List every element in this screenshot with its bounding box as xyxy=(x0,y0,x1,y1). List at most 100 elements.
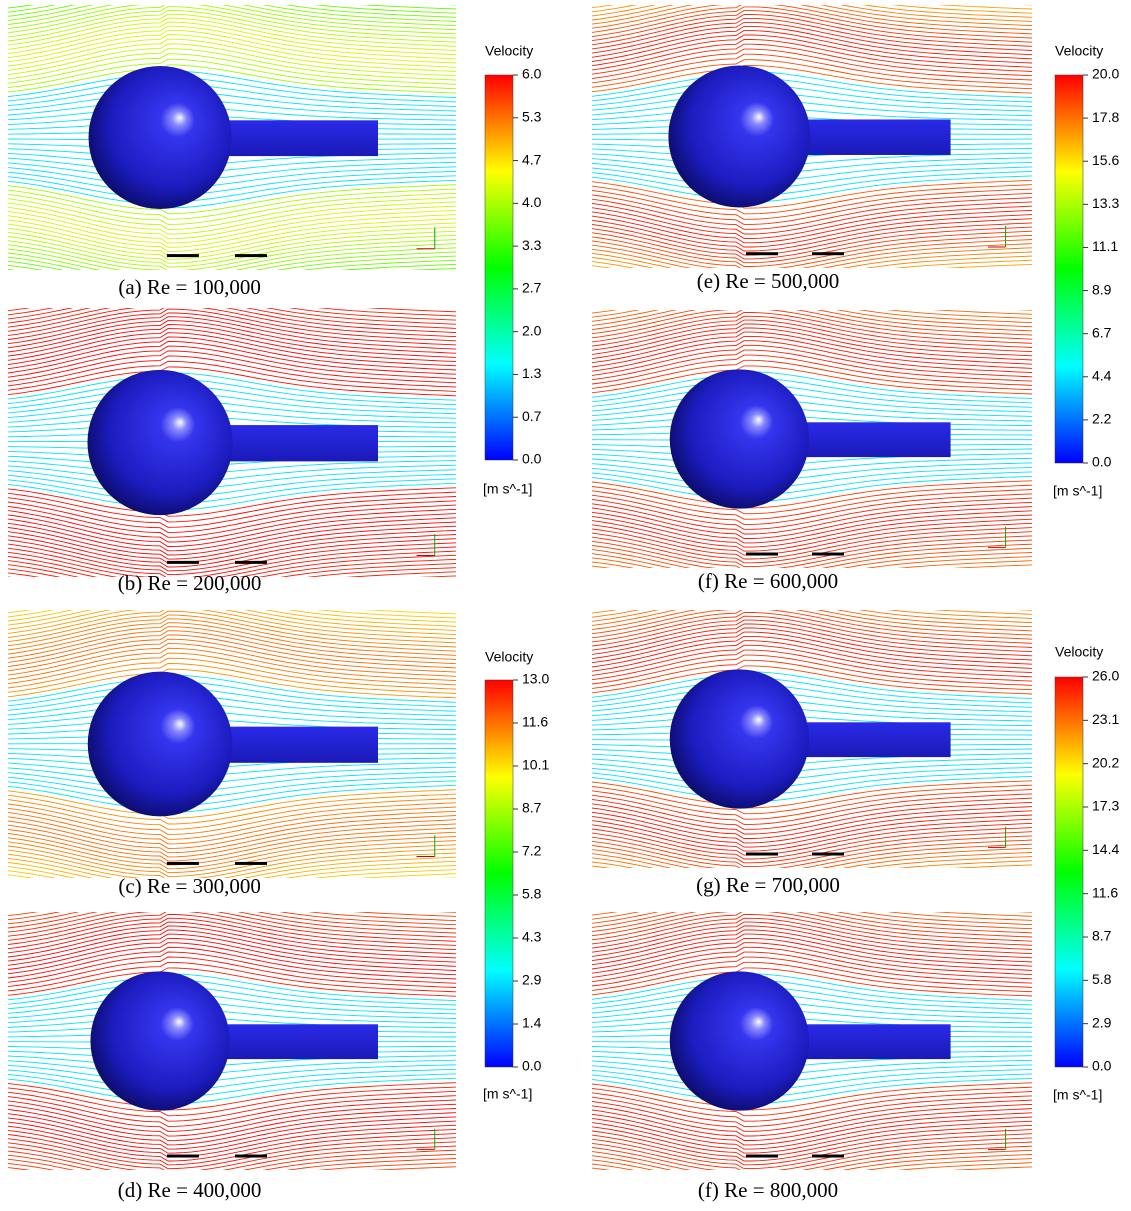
caption: (f) Re = 800,000 xyxy=(698,1178,838,1202)
colorbar-tick-label: 11.1 xyxy=(1092,238,1118,254)
colorbar-tick-label: 6.7 xyxy=(1092,324,1112,340)
colorbar-tick-label: 2.0 xyxy=(522,322,542,338)
scale-bar xyxy=(235,862,267,865)
sphere xyxy=(88,672,233,817)
scale-bar xyxy=(812,1155,844,1158)
sphere xyxy=(670,369,809,508)
colorbar-unit: [m s^-1] xyxy=(483,1086,532,1102)
sphere xyxy=(670,669,809,808)
colorbar-tick-label: 0.0 xyxy=(1092,1058,1112,1074)
scale-bar xyxy=(167,561,199,564)
colorbar-tick-label: 17.8 xyxy=(1092,109,1119,125)
scale-bar xyxy=(746,553,778,556)
colorbar-tick-label: 7.2 xyxy=(522,843,542,859)
scale-bar xyxy=(812,853,844,856)
colorbar xyxy=(1055,75,1083,463)
colorbar-tick-label: 8.9 xyxy=(1092,281,1112,297)
scale-bar xyxy=(812,252,844,255)
scale-bar xyxy=(235,1155,267,1158)
streamline-panel xyxy=(8,855,462,1206)
colorbar-tick-label: 4.3 xyxy=(522,929,542,945)
colorbar-tick-label: 5.8 xyxy=(522,886,542,902)
rod xyxy=(796,119,950,155)
colorbar-tick-label: 2.9 xyxy=(1092,1014,1112,1030)
colorbar-tick-label: 6.0 xyxy=(522,66,542,82)
colorbar-tick-label: 14.4 xyxy=(1092,841,1119,857)
caption: (a) Re = 100,000 xyxy=(118,275,260,299)
scale-bar xyxy=(167,862,199,865)
colorbar-tick-label: 2.7 xyxy=(522,280,542,296)
rod xyxy=(218,727,378,763)
colorbar xyxy=(1055,677,1083,1067)
colorbar-tick-label: 4.7 xyxy=(522,151,542,167)
colorbar-tick-label: 20.2 xyxy=(1092,754,1119,770)
scale-bar xyxy=(746,252,778,255)
colorbar-unit: [m s^-1] xyxy=(1053,483,1102,499)
colorbar-tick-label: 26.0 xyxy=(1092,668,1119,684)
colorbar-tick-label: 15.6 xyxy=(1092,152,1119,168)
colorbar-tick-label: 5.8 xyxy=(1092,971,1112,987)
rod xyxy=(795,722,950,757)
streamline-panel xyxy=(592,856,1032,1207)
scale-bar xyxy=(746,1155,778,1158)
rod xyxy=(795,422,950,457)
colorbar-title: Velocity xyxy=(1055,43,1103,59)
colorbar xyxy=(485,680,513,1067)
colorbar-tick-label: 13.3 xyxy=(1092,195,1119,211)
colorbar-title: Velocity xyxy=(485,649,533,665)
colorbar-title: Velocity xyxy=(485,43,533,59)
rod xyxy=(216,1024,378,1059)
streamline xyxy=(8,0,456,1)
colorbar-tick-label: 4.0 xyxy=(522,194,542,210)
colorbar-tick-label: 8.7 xyxy=(1092,928,1112,944)
colorbar-unit: [m s^-1] xyxy=(1053,1087,1102,1103)
colorbar-tick-label: 11.6 xyxy=(522,714,548,730)
caption: (g) Re = 700,000 xyxy=(696,873,840,897)
scale-bar xyxy=(812,553,844,556)
colorbar-tick-label: 17.3 xyxy=(1092,798,1119,814)
colorbar-tick-label: 23.1 xyxy=(1092,711,1119,727)
caption: (e) Re = 500,000 xyxy=(697,269,839,293)
sphere xyxy=(90,971,229,1110)
caption: (c) Re = 300,000 xyxy=(118,874,260,898)
streamline-panel xyxy=(592,554,1032,922)
rod xyxy=(795,1024,950,1059)
colorbar-tick-label: 1.4 xyxy=(522,1015,542,1031)
colorbar-tick-label: 0.0 xyxy=(1092,454,1112,470)
colorbar-tick-label: 2.9 xyxy=(522,972,542,988)
caption: (b) Re = 200,000 xyxy=(118,571,262,595)
caption: (f) Re = 600,000 xyxy=(698,569,838,593)
scale-bar xyxy=(746,853,778,856)
sphere xyxy=(89,66,232,209)
caption: (d) Re = 400,000 xyxy=(118,1178,262,1202)
colorbar-tick-label: 5.3 xyxy=(522,108,542,124)
scale-bar xyxy=(167,1155,199,1158)
colorbar-tick-label: 4.4 xyxy=(1092,367,1112,383)
colorbar-tick-label: 0.0 xyxy=(522,1058,542,1074)
colorbar-tick-label: 11.6 xyxy=(1092,884,1118,900)
colorbar xyxy=(485,75,513,460)
sphere xyxy=(670,971,809,1110)
streamline xyxy=(8,0,456,5)
colorbar-tick-label: 13.0 xyxy=(522,671,549,687)
scale-bar xyxy=(167,254,199,257)
colorbar-tick-label: 1.3 xyxy=(522,365,542,381)
sphere xyxy=(87,370,232,515)
colorbar-tick-label: 3.3 xyxy=(522,237,542,253)
rod xyxy=(218,425,378,461)
streamline xyxy=(592,0,1032,1)
streamline xyxy=(592,0,1032,5)
streamline-panel xyxy=(592,254,1032,622)
colorbar-tick-label: 10.1 xyxy=(522,757,549,773)
colorbar-tick-label: 2.2 xyxy=(1092,411,1112,427)
colorbar-unit: [m s^-1] xyxy=(483,481,532,497)
scale-bar xyxy=(235,561,267,564)
colorbar-tick-label: 0.7 xyxy=(522,408,542,424)
scale-bar xyxy=(235,254,267,257)
colorbar-tick-label: 0.0 xyxy=(522,451,542,467)
colorbar-tick-label: 20.0 xyxy=(1092,66,1119,82)
colorbar-tick-label: 8.7 xyxy=(522,800,542,816)
sphere xyxy=(668,65,810,207)
